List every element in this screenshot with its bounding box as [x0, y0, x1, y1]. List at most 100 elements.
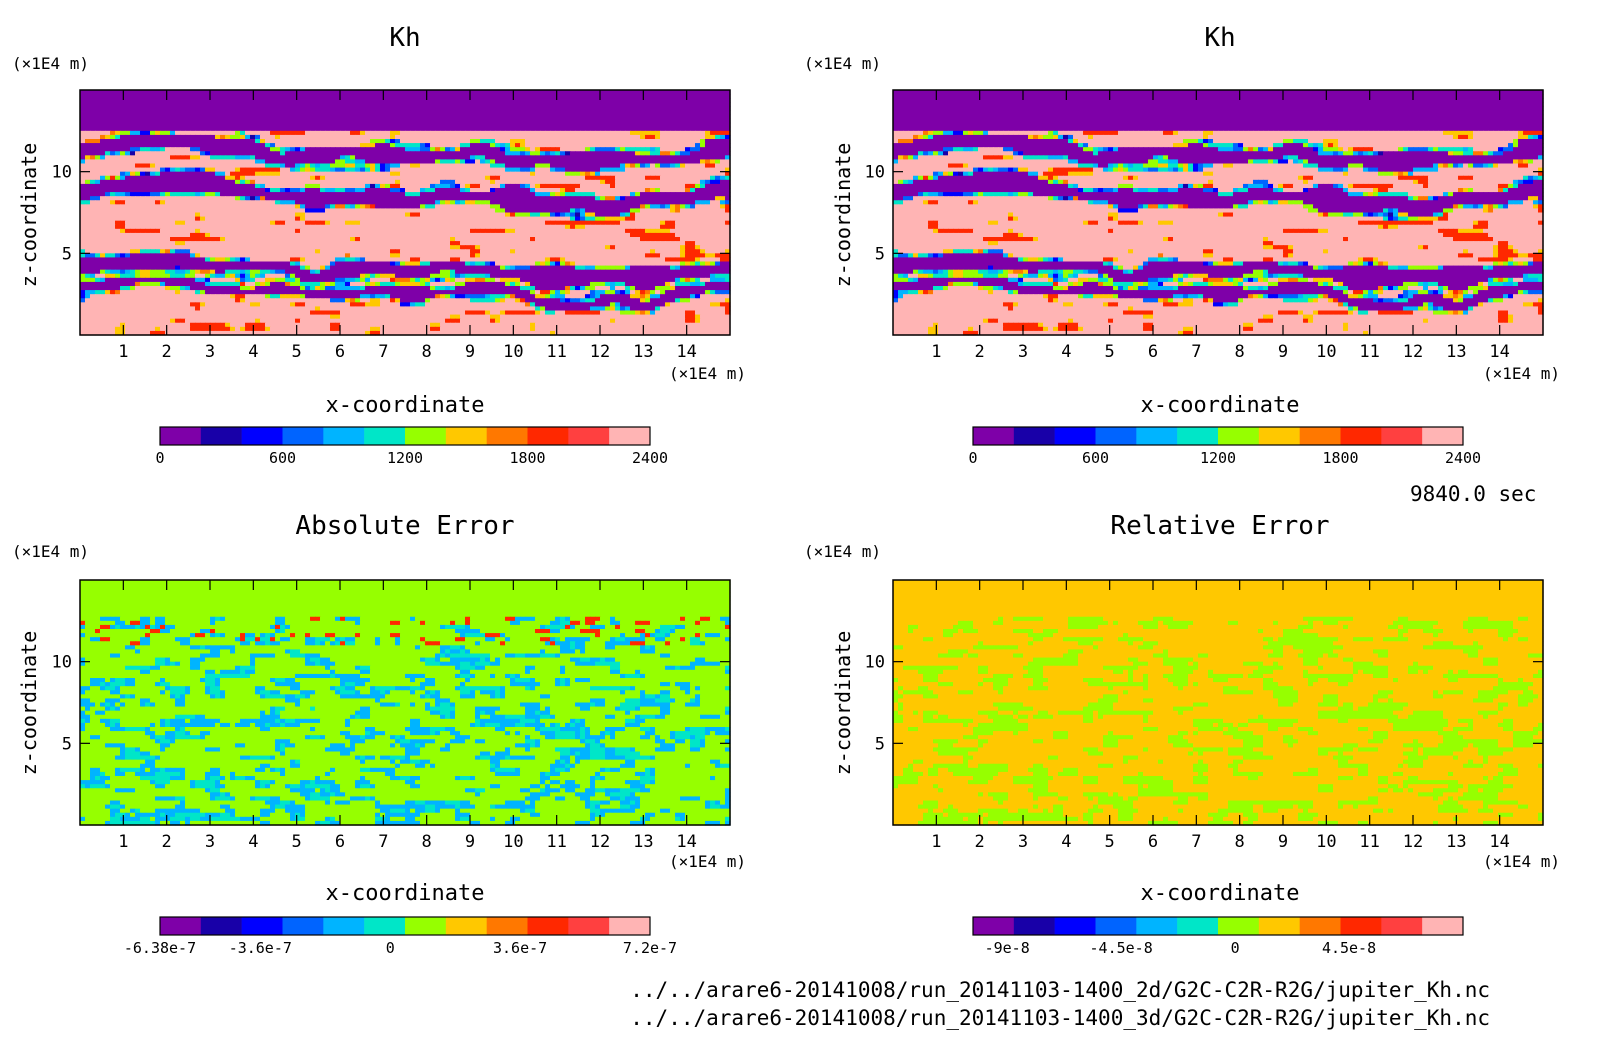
heatmap-cell [545, 241, 551, 246]
heatmap-cell [605, 110, 611, 116]
heatmap-cell [575, 151, 581, 156]
heatmap-cell [625, 102, 631, 107]
heatmap-cell [710, 212, 716, 218]
heatmap-cell [700, 155, 706, 161]
heatmap-cell [620, 114, 626, 120]
heatmap-cell [530, 134, 536, 140]
heatmap-cell [100, 208, 106, 214]
heatmap-cell [705, 126, 711, 132]
heatmap-cell [80, 232, 86, 238]
heatmap-cell [630, 155, 636, 161]
heatmap-cell [135, 114, 141, 120]
heatmap-cell [445, 159, 451, 165]
heatmap-cell [235, 134, 241, 140]
heatmap-cell [100, 130, 106, 136]
heatmap-cell [700, 151, 706, 156]
heatmap-cell [205, 237, 211, 242]
heatmap-cell [580, 159, 586, 165]
heatmap-cell [505, 130, 511, 136]
heatmap-cell [720, 114, 726, 120]
heatmap-cell [425, 110, 431, 116]
heatmap-cell [390, 163, 396, 169]
heatmap-cell [565, 179, 571, 185]
heatmap-cell [455, 94, 461, 99]
heatmap-cell [445, 228, 451, 234]
heatmap-cell [280, 179, 286, 185]
heatmap-cell [205, 102, 211, 107]
heatmap-cell [150, 106, 156, 112]
heatmap-cell [385, 200, 391, 205]
heatmap-cell [465, 175, 471, 181]
heatmap-cell [625, 126, 631, 132]
heatmap-cell [605, 241, 611, 246]
x-unit-label: (×1E4 m) [669, 364, 746, 383]
heatmap-cell [720, 188, 726, 193]
heatmap-cell [145, 237, 151, 242]
heatmap-cell [80, 143, 86, 148]
heatmap-cell [220, 134, 226, 140]
heatmap-cell [130, 171, 136, 177]
heatmap-cell [450, 163, 456, 169]
heatmap-cell [490, 228, 496, 234]
heatmap-cell [160, 143, 166, 148]
heatmap-cell [700, 237, 706, 242]
heatmap-cell [225, 171, 231, 177]
heatmap-cell [205, 114, 211, 120]
heatmap-cell [590, 159, 596, 165]
heatmap-cell [555, 139, 561, 144]
heatmap-cell [90, 204, 96, 210]
heatmap-cell [95, 118, 101, 124]
heatmap-cell [295, 143, 301, 148]
heatmap-cell [300, 212, 306, 218]
heatmap-cell [270, 98, 276, 103]
heatmap-cell [230, 188, 236, 193]
heatmap-cell [465, 212, 471, 218]
heatmap-cell [720, 118, 726, 124]
heatmap-cell [210, 188, 216, 193]
heatmap-cell [460, 224, 466, 230]
heatmap-cell [705, 179, 711, 185]
heatmap-cell [350, 183, 356, 189]
heatmap-cell [420, 90, 426, 95]
heatmap-cell [500, 139, 506, 144]
heatmap-cell [590, 94, 596, 99]
heatmap-cell [395, 241, 401, 246]
heatmap-cell [615, 106, 621, 112]
heatmap-cell [455, 220, 461, 226]
heatmap-cell [405, 175, 411, 181]
heatmap-cell [145, 139, 151, 144]
heatmap-cell [360, 216, 366, 222]
heatmap-cell [265, 204, 271, 210]
heatmap-cell [370, 188, 376, 193]
heatmap-cell [290, 159, 296, 165]
heatmap-cell [105, 143, 111, 148]
heatmap-cell [380, 118, 386, 124]
heatmap-cell [310, 126, 316, 132]
heatmap-cell [615, 220, 621, 226]
heatmap-cell [650, 114, 656, 120]
heatmap-cell [575, 134, 581, 140]
heatmap-cell [205, 122, 211, 128]
heatmap-cell [535, 90, 541, 95]
heatmap-cell [590, 151, 596, 156]
heatmap-cell [535, 126, 541, 132]
heatmap-cell [700, 110, 706, 116]
heatmap-cell [385, 147, 391, 152]
heatmap-cell [200, 241, 206, 246]
heatmap-cell [515, 151, 521, 156]
heatmap-cell [320, 179, 326, 185]
heatmap-cell [690, 139, 696, 144]
heatmap-cell [525, 102, 531, 107]
heatmap-cell [145, 102, 151, 107]
heatmap-cell [400, 130, 406, 136]
heatmap-cell [285, 228, 291, 234]
heatmap-cell [105, 139, 111, 144]
heatmap-cell [385, 134, 391, 140]
heatmap-cell [715, 130, 721, 136]
heatmap-cell [420, 114, 426, 120]
heatmap-cell [520, 126, 526, 132]
heatmap-cell [80, 208, 86, 214]
heatmap-cell [220, 216, 226, 222]
heatmap-cell [425, 130, 431, 136]
heatmap-cell [500, 118, 506, 124]
